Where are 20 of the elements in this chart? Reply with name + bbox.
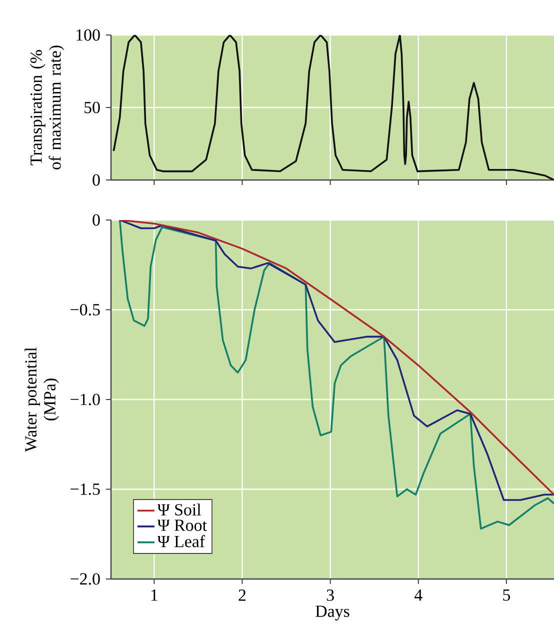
y-tick-label: −0.5 (70, 304, 100, 316)
y-tick-label: 100 (76, 29, 100, 41)
x-axis-title: Days (316, 606, 350, 620)
legend-label: Ψ Soil (157, 504, 201, 516)
y-axis-title: Transpiration (% of maximum rate) (30, 46, 64, 170)
y-tick-label: 50 (84, 102, 100, 114)
line-series (112, 34, 554, 180)
x-tick-label: 5 (503, 590, 510, 601)
x-tick-label: 3 (326, 590, 334, 601)
y-tick-label: −2.0 (70, 573, 100, 585)
x-tick-label: 1 (151, 590, 158, 601)
legend-label: Ψ Root (157, 520, 207, 531)
y-axis-title: Water potential (MPa) (24, 347, 59, 452)
y-tick-label: −1.5 (70, 484, 100, 495)
legend-label: Ψ Leaf (157, 535, 206, 548)
x-tick-label: 4 (414, 590, 422, 601)
y-tick-label: 0 (92, 174, 100, 186)
y-tick-label: −1.0 (70, 394, 100, 406)
x-tick-label: 2 (238, 590, 246, 601)
y-tick-label: 0 (92, 214, 100, 226)
